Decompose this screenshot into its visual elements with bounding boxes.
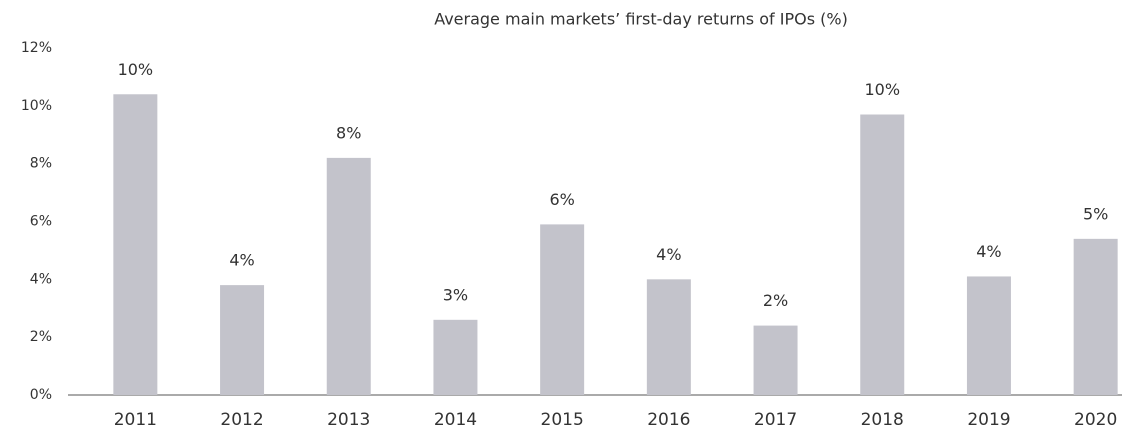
x-tick-label: 2020 (1074, 410, 1117, 430)
value-label: 8% (336, 123, 361, 142)
y-tick-label: 2% (30, 329, 52, 345)
value-label: 5% (1083, 204, 1108, 223)
value-label: 4% (229, 251, 254, 270)
y-tick-label: 6% (30, 214, 52, 230)
bar (220, 285, 265, 395)
y-tick-label: 0% (30, 387, 52, 403)
value-label: 2% (763, 291, 788, 310)
value-label: 4% (976, 242, 1001, 261)
bar (113, 94, 158, 396)
bar (433, 319, 478, 395)
bar (326, 157, 371, 395)
x-tick-label: 2017 (754, 410, 797, 430)
value-label: 3% (443, 285, 468, 304)
x-tick-label: 2012 (220, 410, 263, 430)
bar (966, 276, 1011, 395)
bar (540, 224, 585, 395)
value-label: 6% (549, 190, 574, 209)
bar (646, 279, 691, 395)
x-tick-label: 2018 (861, 410, 904, 430)
y-tick-label: 4% (30, 271, 52, 287)
value-label: 10% (118, 60, 154, 79)
x-tick-label: 2019 (967, 410, 1010, 430)
bar (753, 325, 798, 395)
y-tick-label: 8% (30, 156, 52, 172)
value-label: 4% (656, 245, 681, 264)
value-label: 10% (864, 80, 900, 99)
x-tick-label: 2015 (541, 410, 584, 430)
chart-title: Average main markets’ first-day returns … (434, 10, 848, 29)
x-tick-label: 2014 (434, 410, 477, 430)
bar (860, 114, 905, 395)
x-tick-label: 2013 (327, 410, 370, 430)
y-tick-label: 12% (21, 40, 52, 56)
x-tick-label: 2011 (114, 410, 157, 430)
x-tick-label: 2016 (647, 410, 690, 430)
y-tick-label: 10% (21, 98, 52, 114)
bar (1073, 238, 1118, 395)
